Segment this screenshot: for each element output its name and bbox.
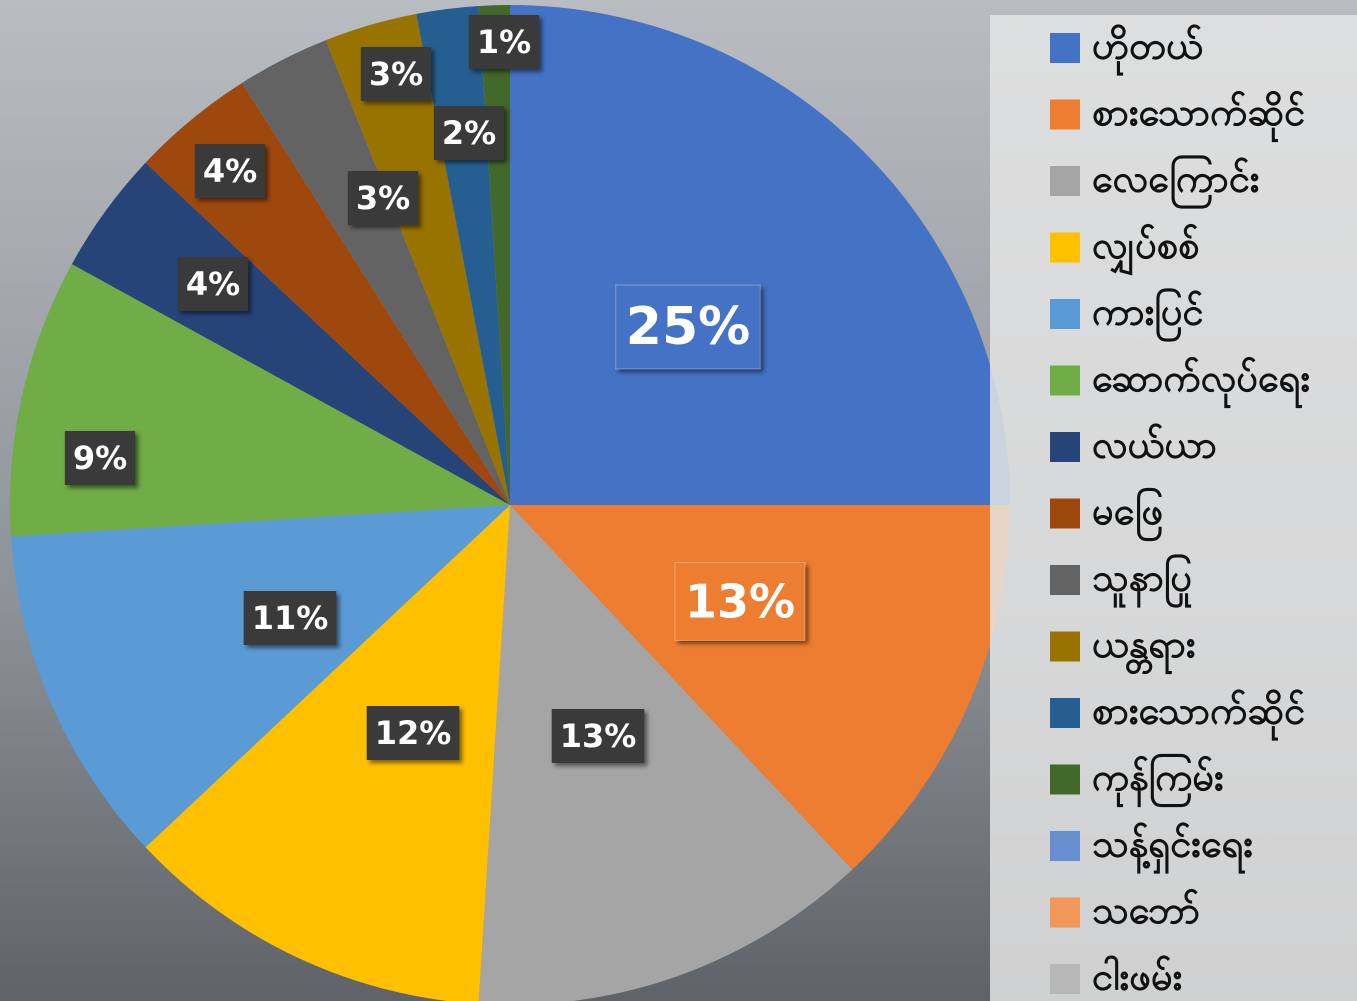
- legend-label: လယ်ယာ: [1092, 423, 1217, 467]
- data-label-text: 4%: [186, 265, 240, 303]
- data-label: 9%: [65, 431, 135, 485]
- legend-swatch: [1050, 964, 1080, 994]
- legend-swatch: [1050, 565, 1080, 595]
- data-label-text: 3%: [356, 179, 410, 217]
- data-label-text: 13%: [560, 717, 637, 755]
- data-label: 25%: [616, 285, 760, 369]
- data-label-text: 11%: [252, 599, 329, 637]
- data-label-text: 12%: [375, 714, 452, 752]
- legend-swatch: [1050, 831, 1080, 861]
- data-label-text: 25%: [626, 297, 750, 357]
- legend-swatch: [1050, 166, 1080, 196]
- data-label: 11%: [244, 591, 337, 645]
- data-label: 4%: [178, 257, 248, 311]
- data-label-text: 2%: [442, 114, 496, 152]
- data-label-text: 4%: [203, 152, 257, 190]
- data-label: 1%: [469, 15, 539, 69]
- legend-swatch: [1050, 100, 1080, 130]
- legend-swatch: [1050, 632, 1080, 662]
- legend-label: သဘော်: [1092, 888, 1200, 932]
- data-label-text: 9%: [73, 439, 127, 477]
- data-label: 3%: [348, 171, 418, 225]
- legend-swatch: [1050, 698, 1080, 728]
- data-label: 13%: [552, 709, 645, 763]
- data-label: 12%: [367, 706, 460, 760]
- pie: [10, 5, 1010, 1001]
- data-label-text: 1%: [477, 23, 531, 61]
- legend-swatch: [1050, 898, 1080, 928]
- chart: 25%13%13%12%11%9%4%4%3%3%2%1% ဟိုတယ်စားသ…: [0, 0, 1357, 1001]
- legend-swatch: [1050, 765, 1080, 795]
- data-label: 2%: [434, 106, 504, 160]
- data-label: 13%: [675, 563, 805, 641]
- legend-swatch: [1050, 299, 1080, 329]
- data-label-text: 3%: [369, 55, 423, 93]
- legend-swatch: [1050, 432, 1080, 462]
- legend-swatch: [1050, 499, 1080, 529]
- data-label: 3%: [361, 47, 431, 101]
- legend-swatch: [1050, 233, 1080, 263]
- legend-swatch: [1050, 366, 1080, 396]
- legend-swatch: [1050, 33, 1080, 63]
- data-label-text: 13%: [685, 575, 795, 629]
- legend-label: ငါးဖမ်း: [1092, 955, 1182, 999]
- data-label: 4%: [195, 144, 265, 198]
